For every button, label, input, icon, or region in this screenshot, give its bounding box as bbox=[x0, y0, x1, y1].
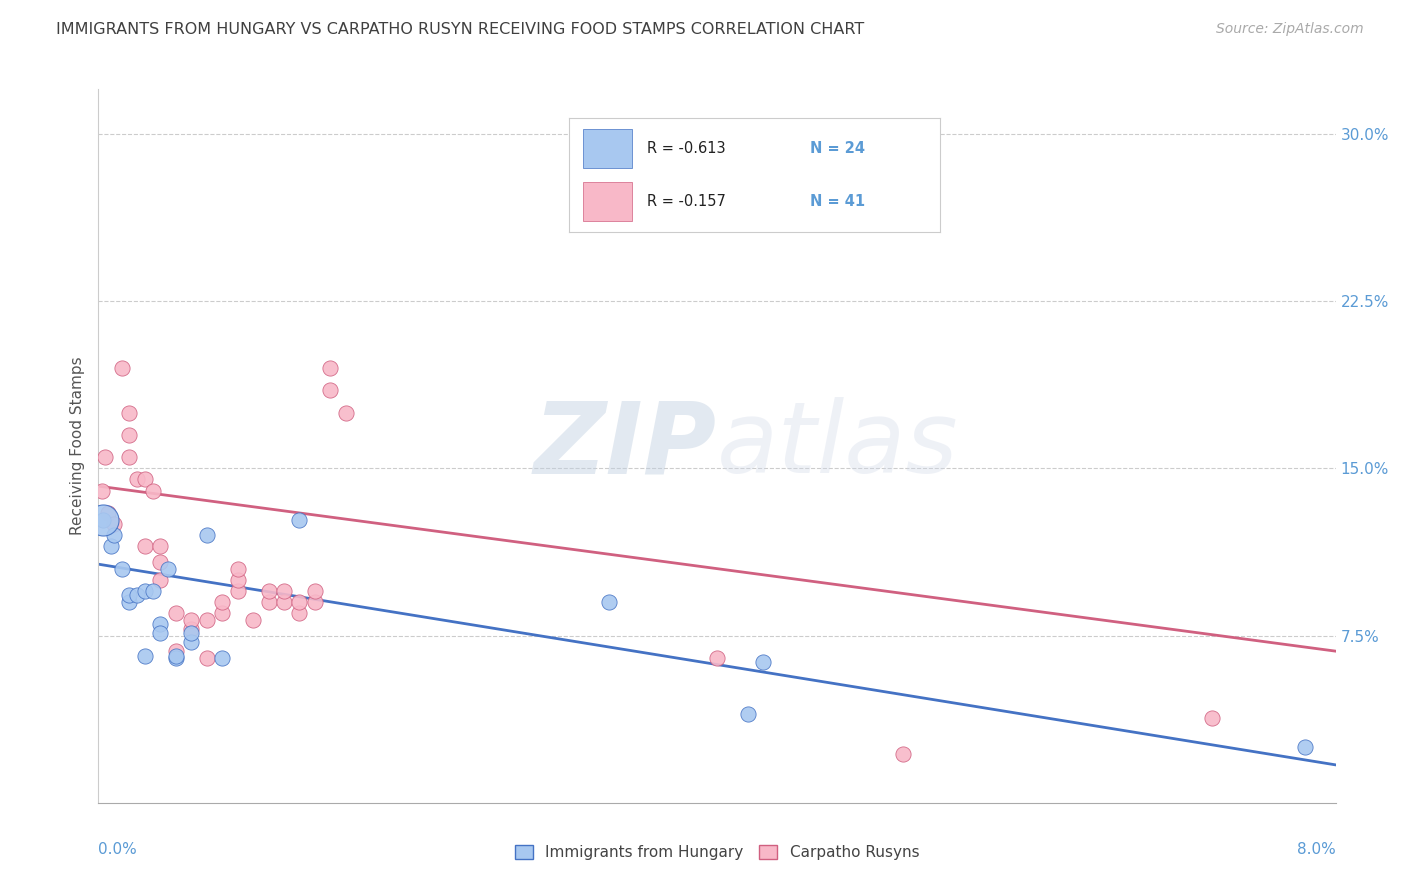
Point bbox=[165, 607, 187, 621]
Point bbox=[118, 595, 141, 609]
Point bbox=[304, 595, 326, 609]
Point bbox=[118, 427, 141, 442]
Point bbox=[1294, 740, 1316, 755]
Text: atlas: atlas bbox=[717, 398, 959, 494]
Point bbox=[335, 405, 357, 420]
Text: ZIP: ZIP bbox=[534, 398, 717, 494]
Point bbox=[226, 562, 249, 576]
Point bbox=[598, 595, 620, 609]
Point bbox=[706, 651, 728, 665]
Point bbox=[100, 539, 122, 553]
Point bbox=[288, 607, 311, 621]
Point bbox=[737, 706, 759, 721]
Point bbox=[134, 648, 156, 663]
Point bbox=[273, 583, 295, 598]
Point bbox=[142, 583, 165, 598]
Point bbox=[111, 562, 134, 576]
Point bbox=[149, 539, 172, 553]
Point bbox=[195, 528, 218, 542]
Point bbox=[157, 562, 180, 576]
Point bbox=[1201, 711, 1223, 725]
Point bbox=[97, 506, 120, 520]
Point bbox=[273, 595, 295, 609]
Point bbox=[288, 512, 311, 526]
Point bbox=[180, 626, 202, 640]
Point bbox=[195, 613, 218, 627]
Point bbox=[127, 473, 149, 487]
Point bbox=[111, 360, 134, 375]
Text: N = 41: N = 41 bbox=[810, 194, 865, 209]
Point bbox=[103, 517, 125, 532]
Point bbox=[134, 473, 156, 487]
Point bbox=[103, 528, 125, 542]
Point bbox=[891, 747, 914, 761]
Point bbox=[134, 583, 156, 598]
Point bbox=[165, 651, 187, 665]
Point bbox=[118, 405, 141, 420]
Point bbox=[165, 648, 187, 663]
Text: R = -0.613: R = -0.613 bbox=[647, 141, 725, 156]
Text: R = -0.157: R = -0.157 bbox=[647, 194, 725, 209]
Text: Source: ZipAtlas.com: Source: ZipAtlas.com bbox=[1216, 22, 1364, 37]
Point bbox=[118, 450, 141, 465]
Text: IMMIGRANTS FROM HUNGARY VS CARPATHO RUSYN RECEIVING FOOD STAMPS CORRELATION CHAR: IMMIGRANTS FROM HUNGARY VS CARPATHO RUSY… bbox=[56, 22, 865, 37]
Point bbox=[180, 635, 202, 649]
Point bbox=[752, 655, 775, 669]
Point bbox=[304, 583, 326, 598]
Point bbox=[93, 450, 115, 465]
Point bbox=[195, 651, 218, 665]
Legend: Immigrants from Hungary, Carpatho Rusyns: Immigrants from Hungary, Carpatho Rusyns bbox=[509, 839, 925, 866]
Point bbox=[165, 644, 187, 658]
Point bbox=[257, 583, 280, 598]
Point bbox=[319, 360, 342, 375]
Point bbox=[319, 384, 342, 398]
Point bbox=[211, 595, 233, 609]
Point bbox=[226, 583, 249, 598]
Point bbox=[134, 539, 156, 553]
Point bbox=[149, 617, 172, 632]
Point bbox=[127, 589, 149, 603]
Bar bbox=[583, 182, 631, 220]
Text: 0.0%: 0.0% bbox=[98, 842, 138, 857]
Point bbox=[211, 651, 233, 665]
Bar bbox=[583, 129, 631, 168]
Point bbox=[118, 589, 141, 603]
Point bbox=[91, 512, 114, 526]
Point bbox=[226, 573, 249, 587]
Point bbox=[242, 613, 264, 627]
Point bbox=[149, 555, 172, 569]
Point bbox=[142, 483, 165, 498]
Point bbox=[90, 483, 112, 498]
Point bbox=[180, 622, 202, 636]
Point bbox=[180, 613, 202, 627]
Text: 8.0%: 8.0% bbox=[1296, 842, 1336, 857]
Text: N = 24: N = 24 bbox=[810, 141, 865, 156]
Point bbox=[91, 512, 114, 526]
Point bbox=[149, 573, 172, 587]
Point bbox=[257, 595, 280, 609]
Y-axis label: Receiving Food Stamps: Receiving Food Stamps bbox=[70, 357, 86, 535]
Point bbox=[211, 607, 233, 621]
Point bbox=[149, 626, 172, 640]
Point bbox=[288, 595, 311, 609]
